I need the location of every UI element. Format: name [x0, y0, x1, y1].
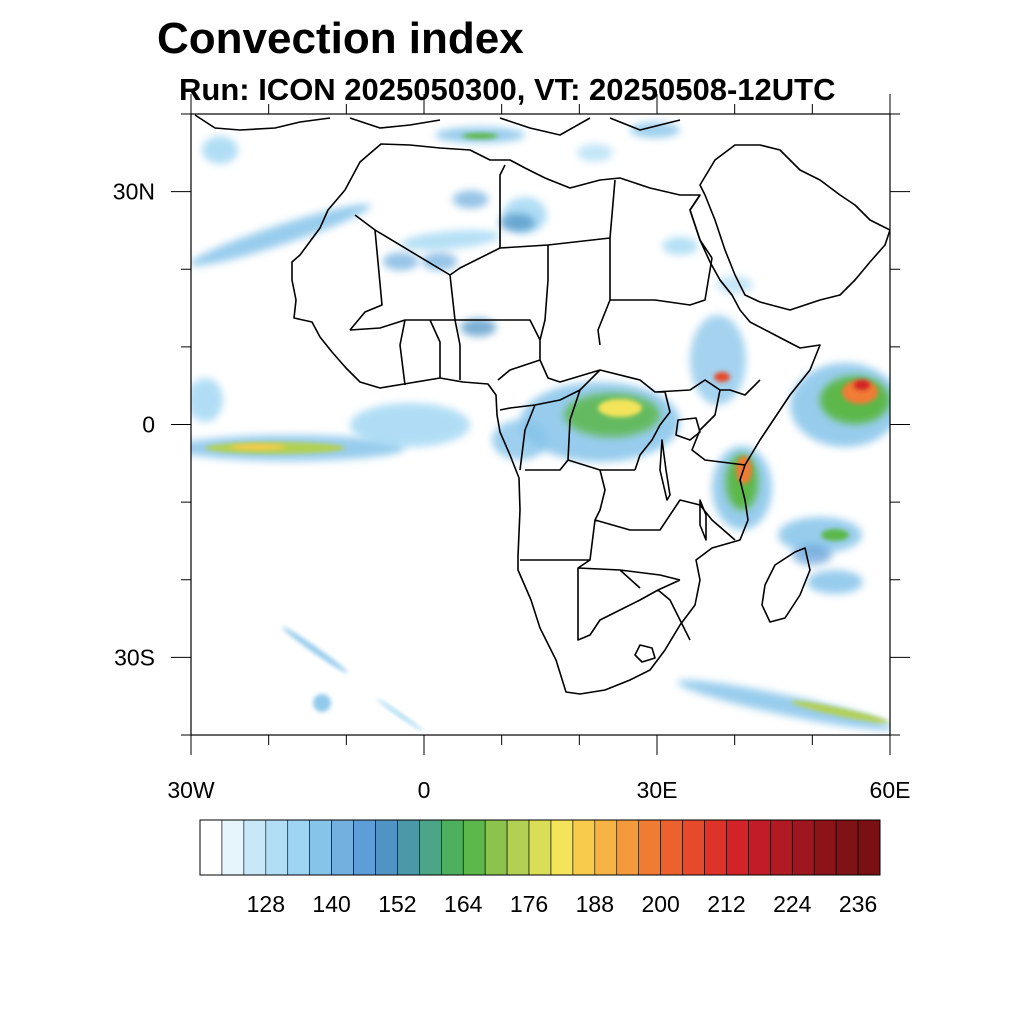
- convection-field: [191, 122, 890, 732]
- colorbar-swatch: [331, 819, 354, 876]
- colorbar-swatch: [550, 819, 574, 876]
- convection-southern-band-east: [677, 680, 890, 730]
- convection-south-blob: [313, 694, 331, 712]
- colorbar-label: 188: [576, 891, 614, 917]
- convection-cell: [421, 252, 458, 271]
- colorbar-swatch: [243, 819, 267, 876]
- coastlines-and-borders: [194, 114, 890, 695]
- colorbar-swatch: [375, 819, 398, 876]
- colorbar-swatch: [704, 819, 727, 876]
- colorbar-swatch: [484, 819, 508, 876]
- convection-cell: [460, 318, 497, 337]
- chart-title: Convection index: [157, 14, 524, 63]
- colorbar-swatch: [506, 819, 530, 876]
- convection-mozambique-core: [821, 529, 849, 541]
- colorbar-swatch: [221, 819, 245, 876]
- colorbar-label: 200: [641, 891, 679, 917]
- colorbar-frame: [199, 819, 881, 876]
- africa-coastline: [291, 143, 821, 695]
- colorbar-swatch: [835, 819, 859, 876]
- convection-indian-ocean-peak: [854, 380, 870, 390]
- lake-victoria: [675, 417, 701, 441]
- convection-madagascar-south: [807, 570, 863, 594]
- convection-saharan-band: [191, 204, 371, 266]
- convection-sahara-central: [400, 230, 500, 250]
- colorbar-swatch: [419, 819, 442, 876]
- colorbar-swatch: [660, 819, 683, 876]
- convection-itcz-atlantic-peak: [230, 444, 286, 450]
- lat-label: 0: [142, 412, 155, 438]
- convection-gabon: [492, 420, 548, 460]
- lon-label: 0: [418, 777, 431, 803]
- colorbar-swatch: [309, 819, 332, 876]
- europe-coastline: [194, 114, 681, 136]
- colorbar-swatch: [770, 819, 793, 876]
- colorbar-swatch: [287, 819, 310, 876]
- lon-label: 30W: [167, 777, 215, 803]
- colorbar-swatch: [397, 819, 420, 876]
- colorbar-label: 128: [247, 891, 285, 917]
- colorbar-swatch: [572, 819, 596, 876]
- colorbar-swatch: [748, 819, 771, 876]
- colorbar-swatch: [813, 819, 837, 876]
- convection-cell: [382, 252, 419, 271]
- colorbar-label: 236: [839, 891, 877, 917]
- map-axis-labels: 30N 0 30S 30W 0 30E 60E: [113, 179, 911, 803]
- colorbar-swatch: [462, 819, 486, 876]
- lat-label: 30S: [114, 644, 155, 670]
- convection-congo-core: [598, 399, 642, 417]
- colorbar-swatch: [857, 819, 881, 876]
- convection-aegean: [630, 122, 680, 138]
- convection-mediterranean-core: [462, 133, 498, 139]
- lon-label: 30E: [637, 777, 678, 803]
- lon-label: 60E: [870, 777, 911, 803]
- colorbar-swatch: [791, 819, 815, 876]
- colorbar-swatch: [265, 819, 289, 876]
- colorbar-label: 224: [773, 891, 812, 917]
- colorbar: 128 140 152 164 176 188 200 212 224 236: [199, 819, 881, 917]
- colorbar-label: 176: [510, 891, 548, 917]
- lat-label: 30N: [113, 179, 155, 205]
- convection-cell: [716, 275, 753, 294]
- map-area: [191, 114, 890, 735]
- lake-tanganyika: [659, 439, 671, 501]
- colorbar-label: 140: [312, 891, 350, 917]
- colorbar-swatch: [199, 819, 223, 876]
- convection-cell: [499, 213, 536, 232]
- convection-iberia-off: [202, 136, 238, 164]
- colorbar-swatch: [638, 819, 661, 876]
- colorbar-label: 152: [378, 891, 416, 917]
- colorbar-swatch: [440, 819, 464, 876]
- colorbar-swatch: [528, 819, 552, 876]
- colorbar-swatch: [616, 819, 640, 876]
- convection-gulf-guinea: [350, 403, 470, 447]
- convection-mozambique-channel: [778, 517, 862, 553]
- colorbar-label: 164: [444, 891, 483, 917]
- lake-malawi: [699, 499, 707, 541]
- arabia-coastline: [699, 144, 890, 311]
- convection-ethiopia-core: [714, 372, 730, 382]
- convection-southeast-atlantic: [792, 545, 832, 565]
- red-sea-coast: [689, 194, 733, 296]
- chart-subtitle: Run: ICON 2025050300, VT: 20250508-12UTC: [179, 72, 836, 107]
- convection-southern-band-west: [282, 626, 348, 674]
- colorbar-swatch: [726, 819, 749, 876]
- convection-ethiopia: [690, 315, 746, 405]
- convection-cell: [452, 190, 489, 209]
- colorbar-swatch: [353, 819, 376, 876]
- madagascar-coastline: [761, 547, 811, 623]
- lesotho-border: [634, 644, 656, 663]
- colorbar-swatch: [682, 819, 705, 876]
- convection-cell: [576, 143, 613, 162]
- convection-southern-streak: [377, 698, 423, 732]
- colorbar-swatch: [594, 819, 618, 876]
- convection-cell: [662, 236, 699, 255]
- border-lines: [349, 164, 761, 641]
- colorbar-label: 212: [707, 891, 745, 917]
- convection-southern-band-east-core: [791, 700, 889, 724]
- convection-westafrica-coast: [191, 378, 223, 422]
- map-ticks: [171, 94, 910, 755]
